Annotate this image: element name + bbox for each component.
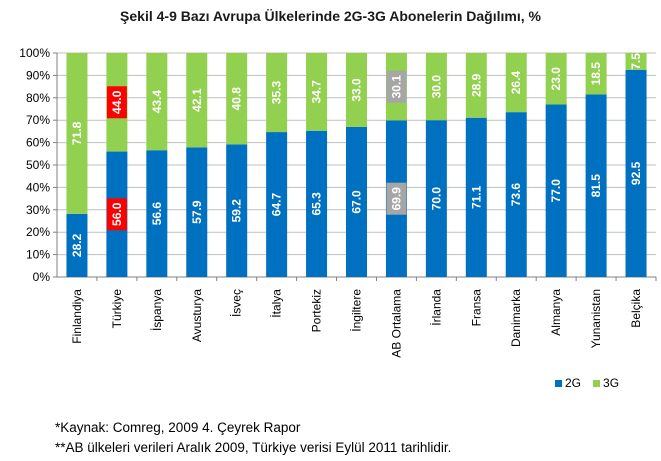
data-label-2g: 59.2: [230, 199, 244, 223]
y-tick-label: 10%: [26, 248, 50, 262]
data-label-3g: 40.8: [230, 87, 244, 111]
bar-2g: [346, 126, 367, 277]
bar-3g: [266, 53, 288, 133]
legend-label-2g: 2G: [565, 376, 582, 390]
bar-3g: [306, 53, 328, 131]
x-category-label: Almanya: [549, 289, 563, 336]
legend-label-3g: 3G: [603, 376, 620, 390]
data-label-3g: 7.5: [629, 53, 643, 70]
bar-3g: [625, 53, 647, 70]
data-label-2g: 81.5: [589, 174, 603, 198]
value-highlight-box: [106, 86, 127, 119]
data-label-3g: 35.3: [270, 81, 284, 105]
footnote-source: *Kaynak: Comreg, 2009 4. Çeyrek Rapor: [55, 420, 301, 435]
value-highlight-box: [106, 198, 127, 231]
y-tick-label: 0%: [33, 270, 51, 284]
bar-2g: [625, 69, 647, 277]
bar-3g: [146, 53, 168, 151]
value-highlight-box: [386, 182, 407, 215]
data-label-3g: 33.0: [350, 78, 364, 102]
x-category-label: Yunanistan: [589, 289, 603, 348]
y-tick-label: 60%: [26, 136, 50, 150]
data-label-3g: 23.0: [549, 67, 563, 91]
x-category-label: Finlandiya: [70, 289, 84, 344]
bar-3g: [425, 53, 447, 121]
chart-title: Şekil 4-9 Bazı Avrupa Ülkelerinde 2G-3G …: [120, 8, 541, 24]
data-label-2g: 57.9: [190, 200, 204, 224]
data-label-2g: 73.6: [509, 183, 523, 207]
y-tick-label: 20%: [26, 225, 50, 239]
bar-2g: [226, 144, 248, 277]
stacked-bar-chart: 0% 10% 20% 30% 40% 50% 60% 70% 80% 90% 100% 28.2 71.…: [19, 46, 657, 358]
data-label-2g: 69.9: [389, 187, 403, 211]
bar-2g: [425, 120, 447, 277]
footnote-dates: **AB ülkeleri verileri Aralık 2009, Türk…: [55, 440, 452, 455]
x-category-label: İspanya: [150, 289, 164, 331]
data-label-3g: 18.5: [589, 62, 603, 86]
data-label-2g: 70.0: [429, 187, 443, 211]
x-category-label: Avusturya: [190, 289, 204, 342]
data-label-3g: 26.4: [509, 71, 523, 95]
bar-3g: [186, 53, 208, 148]
x-category-label: Türkiye: [110, 289, 124, 329]
bar-3g: [545, 53, 567, 105]
footnotes: *Kaynak: Comreg, 2009 4. Çeyrek Rapor **…: [55, 418, 451, 458]
bar-3g: [226, 53, 248, 145]
bar-2g: [66, 213, 88, 277]
data-label-2g: 67.0: [350, 190, 364, 214]
bar-3g: [465, 53, 487, 118]
data-label-2g: 64.7: [270, 193, 284, 217]
y-tick-label: 40%: [26, 180, 50, 194]
legend-swatch-3g: [593, 379, 601, 387]
data-label-3g: 43.4: [150, 90, 164, 114]
x-category-label: Danimarka: [509, 289, 523, 347]
value-highlight-box: [386, 70, 407, 103]
data-label-2g: 92.5: [629, 161, 643, 185]
x-category-label: İrlanda: [429, 289, 443, 326]
data-label-3g: 30.0: [429, 75, 443, 99]
data-label-3g: 42.1: [190, 88, 204, 112]
data-label-3g: 71.8: [70, 121, 84, 145]
y-tick-label: 50%: [26, 158, 50, 172]
x-category-label: İngiltere: [350, 289, 364, 332]
x-category-label: Fransa: [469, 289, 483, 327]
y-tick-label: 90%: [26, 68, 50, 82]
data-label-2g: 65.3: [310, 192, 324, 216]
bar-2g: [306, 130, 328, 277]
bar-2g: [266, 132, 288, 277]
x-category-label: Belçika: [629, 289, 643, 328]
x-category-label: Portekiz: [310, 289, 324, 332]
data-label-2g: 77.0: [549, 179, 563, 203]
x-category-label: İtalya: [270, 289, 284, 318]
bar-2g: [465, 117, 487, 278]
bar-3g: [346, 53, 367, 127]
legend-item-2g: 2G: [555, 376, 581, 390]
data-label-3g: 30.1: [389, 75, 403, 99]
legend-swatch-2g: [555, 379, 562, 387]
y-tick-label: 30%: [26, 203, 50, 217]
y-tick-label: 70%: [26, 113, 50, 127]
legend-item-3g: 3G: [593, 376, 619, 390]
data-label-3g: 44.0: [110, 90, 124, 114]
data-label-2g: 56.0: [110, 202, 124, 226]
data-label-2g: 28.2: [70, 233, 84, 257]
data-label-2g: 56.6: [150, 202, 164, 226]
x-category-label: İsveç: [230, 289, 244, 317]
bar-3g: [66, 53, 88, 214]
data-label-3g: 28.9: [469, 73, 483, 97]
bar-2g: [545, 104, 567, 278]
bar-2g: [505, 112, 527, 277]
data-label-2g: 71.1: [469, 185, 483, 209]
bar-3g: [585, 53, 607, 95]
bar-3g: [505, 53, 527, 113]
data-label-3g: 34.7: [310, 80, 324, 104]
bar-2g: [146, 150, 168, 277]
chart-legend: 2G 3G: [555, 376, 619, 390]
y-tick-label: 80%: [26, 91, 50, 105]
x-category-label: AB Ortalama: [389, 289, 403, 358]
y-tick-label: 100%: [19, 46, 50, 60]
bar-2g: [585, 94, 607, 277]
bar-2g: [186, 147, 208, 277]
